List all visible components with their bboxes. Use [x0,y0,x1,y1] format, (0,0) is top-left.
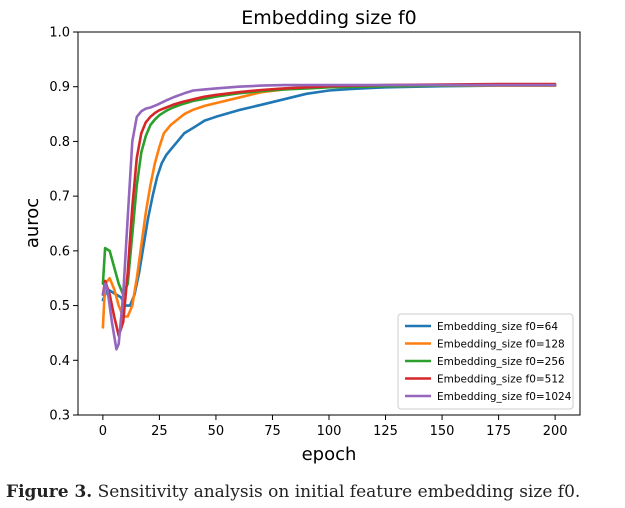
x-tick-label: 200 [543,424,568,439]
y-tick-label: 0.7 [49,190,70,205]
figure-caption: Figure 3. Sensitivity analysis on initia… [6,482,580,502]
y-tick-label: 1.0 [49,26,70,41]
legend-box [397,313,574,410]
series-line-4 [101,83,557,351]
x-axis-label: epoch [302,444,357,465]
plot-area [101,82,557,351]
legend-label-4: Embedding_size f0=1024 [437,391,572,403]
series-line-1 [101,84,557,329]
x-tick-label: 100 [317,424,342,439]
x-axis-ticks: 0 25 50 75 100 125 150 175 200 [99,415,568,439]
x-tick-label: 25 [151,424,168,439]
series-line-3 [101,82,557,338]
x-tick-label: 175 [486,424,511,439]
y-tick-label: 0.4 [49,354,70,369]
y-tick-label: 0.3 [49,409,70,424]
x-tick-label: 0 [99,424,107,439]
legend-label-0: Embedding_size f0=64 [437,321,558,333]
legend-label-1: Embedding_size f0=128 [437,339,565,351]
figure-caption-label: Figure 3. [6,482,93,502]
legend-label-3: Embedding_size f0=512 [437,374,565,386]
legend-label-2: Embedding_size f0=256 [437,356,565,368]
y-axis-ticks: 0.3 0.4 0.5 0.6 0.7 0.8 0.9 1.0 [49,26,78,424]
y-tick-label: 0.6 [49,244,70,259]
y-tick-label: 0.9 [49,80,70,95]
x-tick-label: 150 [430,424,455,439]
x-tick-label: 125 [373,424,398,439]
figure-caption-text: Sensitivity analysis on initial feature … [92,482,581,502]
series-line-0 [101,84,557,307]
x-tick-label: 75 [264,424,281,439]
y-tick-label: 0.5 [49,299,70,314]
chart-figure: Embedding size f0 0 25 50 75 100 125 150 175 200… [22,7,581,465]
legend: Embedding_size f0=64 Embedding_size f0=12… [397,313,574,410]
series-line-2 [101,83,557,296]
y-axis-label: auroc [22,198,43,248]
y-tick-label: 0.8 [49,135,70,150]
chart-title: Embedding size f0 [241,7,416,29]
x-tick-label: 50 [208,424,225,439]
